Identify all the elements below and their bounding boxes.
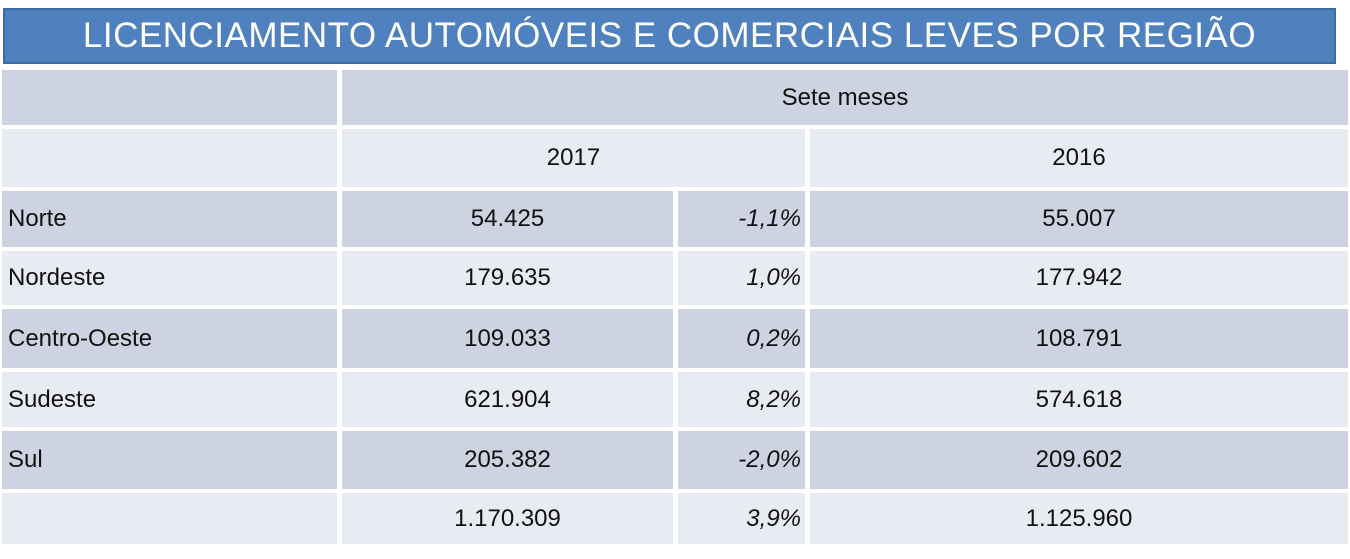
region-label: Centro-Oeste — [2, 309, 337, 368]
region-label: Sul — [2, 431, 337, 489]
region-label: Sudeste — [2, 372, 337, 427]
region-licensing-table: Sete meses 2017 2016 Norte 54.425 -1,1% … — [2, 70, 1348, 544]
total-value-2016: 1.125.960 — [810, 493, 1348, 544]
pct-change: 8,2% — [678, 372, 805, 427]
region-label: Nordeste — [2, 251, 337, 305]
total-value-2017: 1.170.309 — [342, 493, 673, 544]
value-2016: 177.942 — [810, 251, 1348, 305]
value-2017: 54.425 — [342, 191, 673, 247]
year-2016-header: 2016 — [810, 129, 1348, 187]
year-2017-header: 2017 — [342, 129, 805, 187]
value-2016: 55.007 — [810, 191, 1348, 247]
value-2017: 205.382 — [342, 431, 673, 489]
title-bar: LICENCIAMENTO AUTOMÓVEIS E COMERCIAIS LE… — [3, 8, 1336, 64]
total-row-label — [2, 493, 337, 544]
value-2016: 108.791 — [810, 309, 1348, 368]
pct-change: -2,0% — [678, 431, 805, 489]
region-label: Norte — [2, 191, 337, 247]
value-2017: 109.033 — [342, 309, 673, 368]
total-pct-change: 3,9% — [678, 493, 805, 544]
corner-cell-years — [2, 129, 337, 187]
value-2016: 574.618 — [810, 372, 1348, 427]
pct-change: 0,2% — [678, 309, 805, 368]
corner-cell-period — [2, 70, 337, 125]
value-2017: 179.635 — [342, 251, 673, 305]
pct-change: -1,1% — [678, 191, 805, 247]
pct-change: 1,0% — [678, 251, 805, 305]
period-header-cell: Sete meses — [342, 70, 1348, 125]
value-2016: 209.602 — [810, 431, 1348, 489]
page-title: LICENCIAMENTO AUTOMÓVEIS E COMERCIAIS LE… — [82, 16, 1257, 55]
value-2017: 621.904 — [342, 372, 673, 427]
